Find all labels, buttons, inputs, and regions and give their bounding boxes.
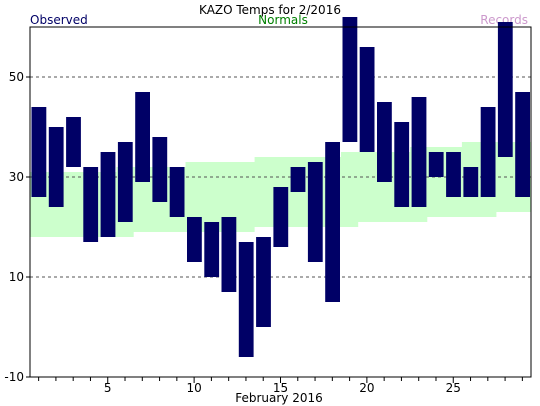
legend-records: Records: [480, 13, 528, 27]
observed-bar-day-29: [515, 92, 530, 197]
observed-bar-day-16: [290, 167, 306, 192]
observed-bar-day-14: [256, 237, 271, 327]
y-axis: -10 10 30 50: [4, 70, 30, 384]
observed-bar-day-21: [377, 102, 392, 182]
observed-bar-day-27: [480, 107, 496, 197]
y-tick-label: 30: [9, 170, 24, 184]
x-tick-label: 5: [104, 381, 112, 395]
observed-bar-day-19: [342, 17, 358, 142]
observed-bar-day-26: [463, 167, 479, 197]
observed-bar-day-5: [100, 152, 116, 237]
observed-bar-day-7: [135, 92, 150, 182]
observed-bar-day-17: [307, 162, 323, 262]
observed-bar-day-13: [238, 242, 254, 357]
observed-bar-day-1: [31, 107, 47, 197]
observed-bar-day-12: [221, 217, 237, 292]
observed-bar-day-24: [428, 152, 444, 177]
y-tick-label: -10: [4, 370, 24, 384]
observed-bars: [31, 17, 530, 357]
x-axis-label: February 2016: [235, 391, 323, 405]
observed-bar-day-2: [48, 127, 64, 207]
x-tick-label: 20: [359, 381, 374, 395]
observed-bar-day-6: [117, 142, 133, 222]
observed-bar-day-4: [83, 167, 99, 242]
observed-bar-day-22: [394, 122, 410, 207]
y-tick-label: 10: [9, 270, 24, 284]
observed-bar-day-10: [187, 217, 202, 262]
observed-bar-day-3: [66, 117, 81, 167]
chart-title: KAZO Temps for 2/2016: [199, 3, 341, 17]
legend-normals: Normals: [258, 13, 308, 27]
observed-bar-day-8: [152, 137, 168, 202]
observed-bar-day-11: [204, 222, 220, 277]
observed-bar-day-23: [411, 97, 427, 207]
observed-bar-day-15: [273, 187, 289, 247]
y-tick-label: 50: [9, 70, 24, 84]
x-tick-label: 25: [446, 381, 461, 395]
observed-bar-day-18: [325, 142, 340, 302]
observed-bar-day-9: [169, 167, 185, 217]
legend-observed: Observed: [30, 13, 88, 27]
x-axis: 5 10 15 20 25: [38, 377, 523, 395]
observed-bar-day-28: [497, 22, 513, 157]
x-tick-label: 10: [186, 381, 201, 395]
x-tick-label: 15: [273, 381, 288, 395]
observed-bar-day-25: [446, 152, 461, 197]
observed-bar-day-20: [359, 47, 375, 152]
